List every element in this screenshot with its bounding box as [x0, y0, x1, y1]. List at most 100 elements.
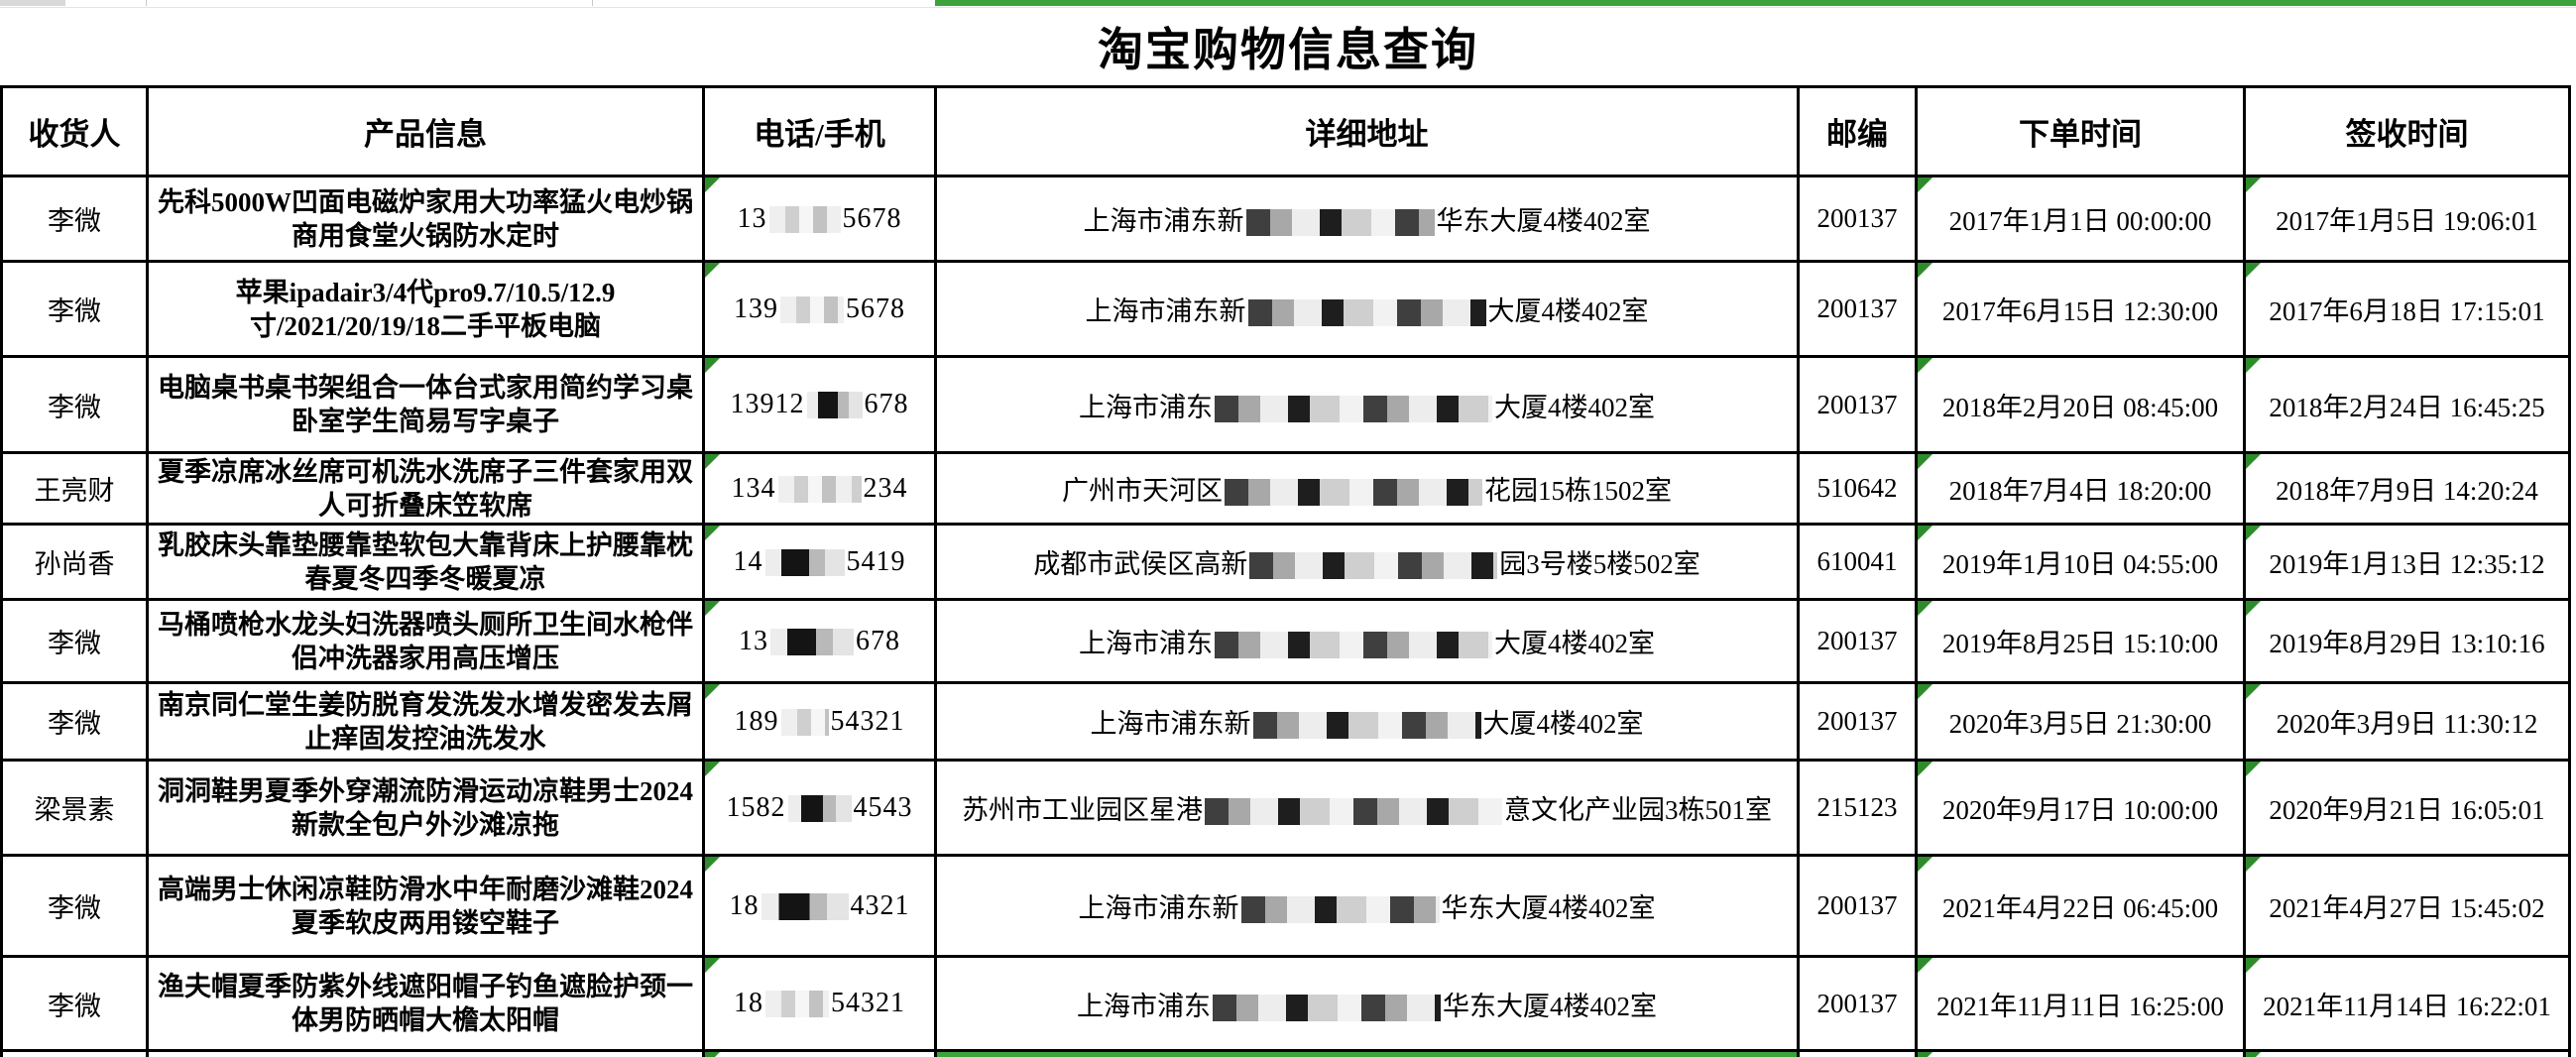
- cell-address[interactable]: 上海市浦东新 华东大厦4楼402室: [934, 175, 1800, 263]
- cell-postcode[interactable]: 200137: [1797, 175, 1918, 263]
- cell-receive-time[interactable]: 2018年2月24日 16:45:25: [2243, 355, 2571, 454]
- cell-product[interactable]: 电脑桌书桌书架组合一体台式家用简约学习桌卧室学生简易写字桌子: [146, 355, 705, 454]
- col-header-postcode[interactable]: 邮编: [1797, 85, 1918, 177]
- cell-address[interactable]: 上海市浦东 华东大厦4楼402室: [934, 955, 1800, 1052]
- cell-recipient[interactable]: 李微: [0, 598, 149, 684]
- cell-address[interactable]: 上海市浦东 大厦4楼402室: [934, 598, 1800, 684]
- cell-product[interactable]: 马桶喷枪水龙头妇洗器喷头厕所卫生间水枪伴侣冲洗器家用高压增压: [146, 598, 705, 684]
- cell-recipient[interactable]: 李微: [0, 355, 149, 454]
- cell-phone[interactable]: 1582 4543: [702, 759, 937, 857]
- cell-receive-time[interactable]: 2017年6月18日 17:15:01: [2243, 260, 2571, 358]
- cell-postcode[interactable]: 610041: [1797, 523, 1918, 601]
- cell-postcode[interactable]: 215123: [1797, 759, 1918, 857]
- cell-order-time[interactable]: 2021年4月22日 06:45:00: [1915, 854, 2246, 958]
- cell-order-time[interactable]: 2019年1月10日 04:55:00: [1915, 523, 2246, 601]
- cell-postcode[interactable]: 510642: [1797, 451, 1918, 526]
- cell-address[interactable]: 成都市武侯区高新 园3号楼5楼502室: [934, 523, 1800, 601]
- cell-product[interactable]: 苹果ipadair3/4代pro9.7/10.5/12.9寸/2021/20/1…: [146, 260, 705, 358]
- cell-phone[interactable]: 134 234: [702, 451, 937, 526]
- cell-phone[interactable]: 13 678: [702, 598, 937, 684]
- cell-recipient[interactable]: 李微: [0, 681, 149, 762]
- visible-text: 4321: [850, 889, 910, 921]
- cell-product[interactable]: 高端男士休闲凉鞋防滑水中年耐磨沙滩鞋2024夏季软皮两用镂空鞋子: [146, 854, 705, 958]
- cell-phone[interactable]: 14 5419: [702, 523, 937, 601]
- cell-phone[interactable]: 13912 678: [702, 355, 937, 454]
- cell-recipient[interactable]: 梁景素: [0, 759, 149, 857]
- cell-address[interactable]: [934, 1049, 1800, 1057]
- visible-text: 上海市浦东新: [1085, 296, 1246, 326]
- cell-receive-time[interactable]: 2020年9月21日 16:05:01: [2243, 759, 2571, 857]
- cell-postcode[interactable]: [1797, 1049, 1918, 1057]
- partial-bottom-row: [0, 1049, 2571, 1057]
- cell-address[interactable]: 广州市天河区 花园15栋1502室: [934, 451, 1800, 526]
- cell-receive-time[interactable]: 2017年1月5日 19:06:01: [2243, 175, 2571, 263]
- cell-product[interactable]: [146, 1049, 705, 1057]
- col-header-receive-time[interactable]: 签收时间: [2243, 85, 2571, 177]
- cell-recipient[interactable]: [0, 1049, 149, 1057]
- top-partial-row: [0, 0, 2576, 8]
- cell-recipient[interactable]: 孙尚香: [0, 523, 149, 601]
- cell-phone[interactable]: 18 4321: [702, 854, 937, 958]
- visible-text: 上海市浦东新: [1090, 709, 1251, 739]
- cell-receive-time[interactable]: 2021年4月27日 15:45:02: [2243, 854, 2571, 958]
- cell-postcode[interactable]: 200137: [1797, 854, 1918, 958]
- cell-order-time[interactable]: 2017年6月15日 12:30:00: [1915, 260, 2246, 358]
- cell-phone[interactable]: [702, 1049, 937, 1057]
- cell-order-time[interactable]: 2018年7月4日 18:20:00: [1915, 451, 2246, 526]
- cell-address[interactable]: 上海市浦东新 华东大厦4楼402室: [934, 854, 1800, 958]
- cell-product[interactable]: 南京同仁堂生姜防脱育发洗发水增发密发去屑止痒固发控油洗发水: [146, 681, 705, 762]
- cell-order-time[interactable]: 2018年2月20日 08:45:00: [1915, 355, 2246, 454]
- cell-phone[interactable]: 139 5678: [702, 260, 937, 358]
- cell-phone[interactable]: 13 5678: [702, 175, 937, 263]
- cell-receive-time[interactable]: 2019年1月13日 12:35:12: [2243, 523, 2571, 601]
- cell-receive-time[interactable]: [2243, 1049, 2571, 1057]
- cell-receive-time[interactable]: 2018年7月9日 14:20:24: [2243, 451, 2571, 526]
- cell-phone[interactable]: 18 54321: [702, 955, 937, 1052]
- top-left-grey-cell: [0, 0, 65, 6]
- cell-recipient[interactable]: 李微: [0, 854, 149, 958]
- table-row: 李微 渔夫帽夏季防紫外线遮阳帽子钓鱼遮脸护颈一体男防晒帽大檐太阳帽 18 54321 上…: [0, 955, 2571, 1052]
- redacted-block: [770, 628, 854, 655]
- cell-order-time[interactable]: 2019年8月25日 15:10:00: [1915, 598, 2246, 684]
- cell-receive-time[interactable]: 2021年11月14日 16:22:01: [2243, 955, 2571, 1052]
- cell-order-time[interactable]: 2017年1月1日 00:00:00: [1915, 175, 2246, 263]
- cell-address[interactable]: 上海市浦东新 大厦4楼402室: [934, 681, 1800, 762]
- redacted-block: [780, 708, 829, 736]
- redacted-block: [1215, 632, 1492, 658]
- cell-receive-time[interactable]: 2020年3月9日 11:30:12: [2243, 681, 2571, 762]
- cell-order-time[interactable]: 2021年11月11日 16:25:00: [1915, 955, 2246, 1052]
- cell-postcode[interactable]: 200137: [1797, 598, 1918, 684]
- cell-address[interactable]: 上海市浦东新 大厦4楼402室: [934, 260, 1800, 358]
- cell-product[interactable]: 渔夫帽夏季防紫外线遮阳帽子钓鱼遮脸护颈一体男防晒帽大檐太阳帽: [146, 955, 705, 1052]
- cell-recipient[interactable]: 王亮财: [0, 451, 149, 526]
- cell-product[interactable]: 洞洞鞋男夏季外穿潮流防滑运动凉鞋男士2024新款全包户外沙滩凉拖: [146, 759, 705, 857]
- cell-address[interactable]: 苏州市工业园区星港 意文化产业园3栋501室: [934, 759, 1800, 857]
- cell-order-time[interactable]: 2020年3月5日 21:30:00: [1915, 681, 2246, 762]
- cell-recipient[interactable]: 李微: [0, 175, 149, 263]
- cell-product[interactable]: 夏季凉席冰丝席可机洗水洗席子三件套家用双人可折叠床笠软席: [146, 451, 705, 526]
- table-row: 王亮财 夏季凉席冰丝席可机洗水洗席子三件套家用双人可折叠床笠软席 134 234 广州市…: [0, 451, 2571, 526]
- cell-address[interactable]: 上海市浦东 大厦4楼402室: [934, 355, 1800, 454]
- cell-postcode[interactable]: 200137: [1797, 955, 1918, 1052]
- cell-receive-time[interactable]: 2019年8月29日 13:10:16: [2243, 598, 2571, 684]
- cell-postcode[interactable]: 200137: [1797, 681, 1918, 762]
- cell-divider: [146, 0, 147, 6]
- col-header-order-time[interactable]: 下单时间: [1915, 85, 2246, 177]
- cell-recipient[interactable]: 李微: [0, 260, 149, 358]
- cell-postcode[interactable]: 200137: [1797, 260, 1918, 358]
- visible-text: 园3号楼5楼502室: [1499, 549, 1700, 579]
- col-header-address[interactable]: 详细地址: [934, 85, 1800, 177]
- visible-text: 5678: [842, 202, 902, 234]
- col-header-phone[interactable]: 电话/手机: [702, 85, 937, 177]
- cell-product[interactable]: 先科5000W凹面电磁炉家用大功率猛火电炒锅商用食堂火锅防水定时: [146, 175, 705, 263]
- col-header-recipient[interactable]: 收货人: [0, 85, 149, 177]
- cell-postcode[interactable]: 200137: [1797, 355, 1918, 454]
- col-header-product[interactable]: 产品信息: [146, 85, 705, 177]
- visible-text: 189: [734, 705, 779, 737]
- cell-order-time[interactable]: [1915, 1049, 2246, 1057]
- cell-phone[interactable]: 189 54321: [702, 681, 937, 762]
- cell-order-time[interactable]: 2020年9月17日 10:00:00: [1915, 759, 2246, 857]
- cell-product[interactable]: 乳胶床头靠垫腰靠垫软包大靠背床上护腰靠枕春夏冬四季冬暖夏凉: [146, 523, 705, 601]
- visible-text: 1582: [726, 791, 786, 823]
- cell-recipient[interactable]: 李微: [0, 955, 149, 1052]
